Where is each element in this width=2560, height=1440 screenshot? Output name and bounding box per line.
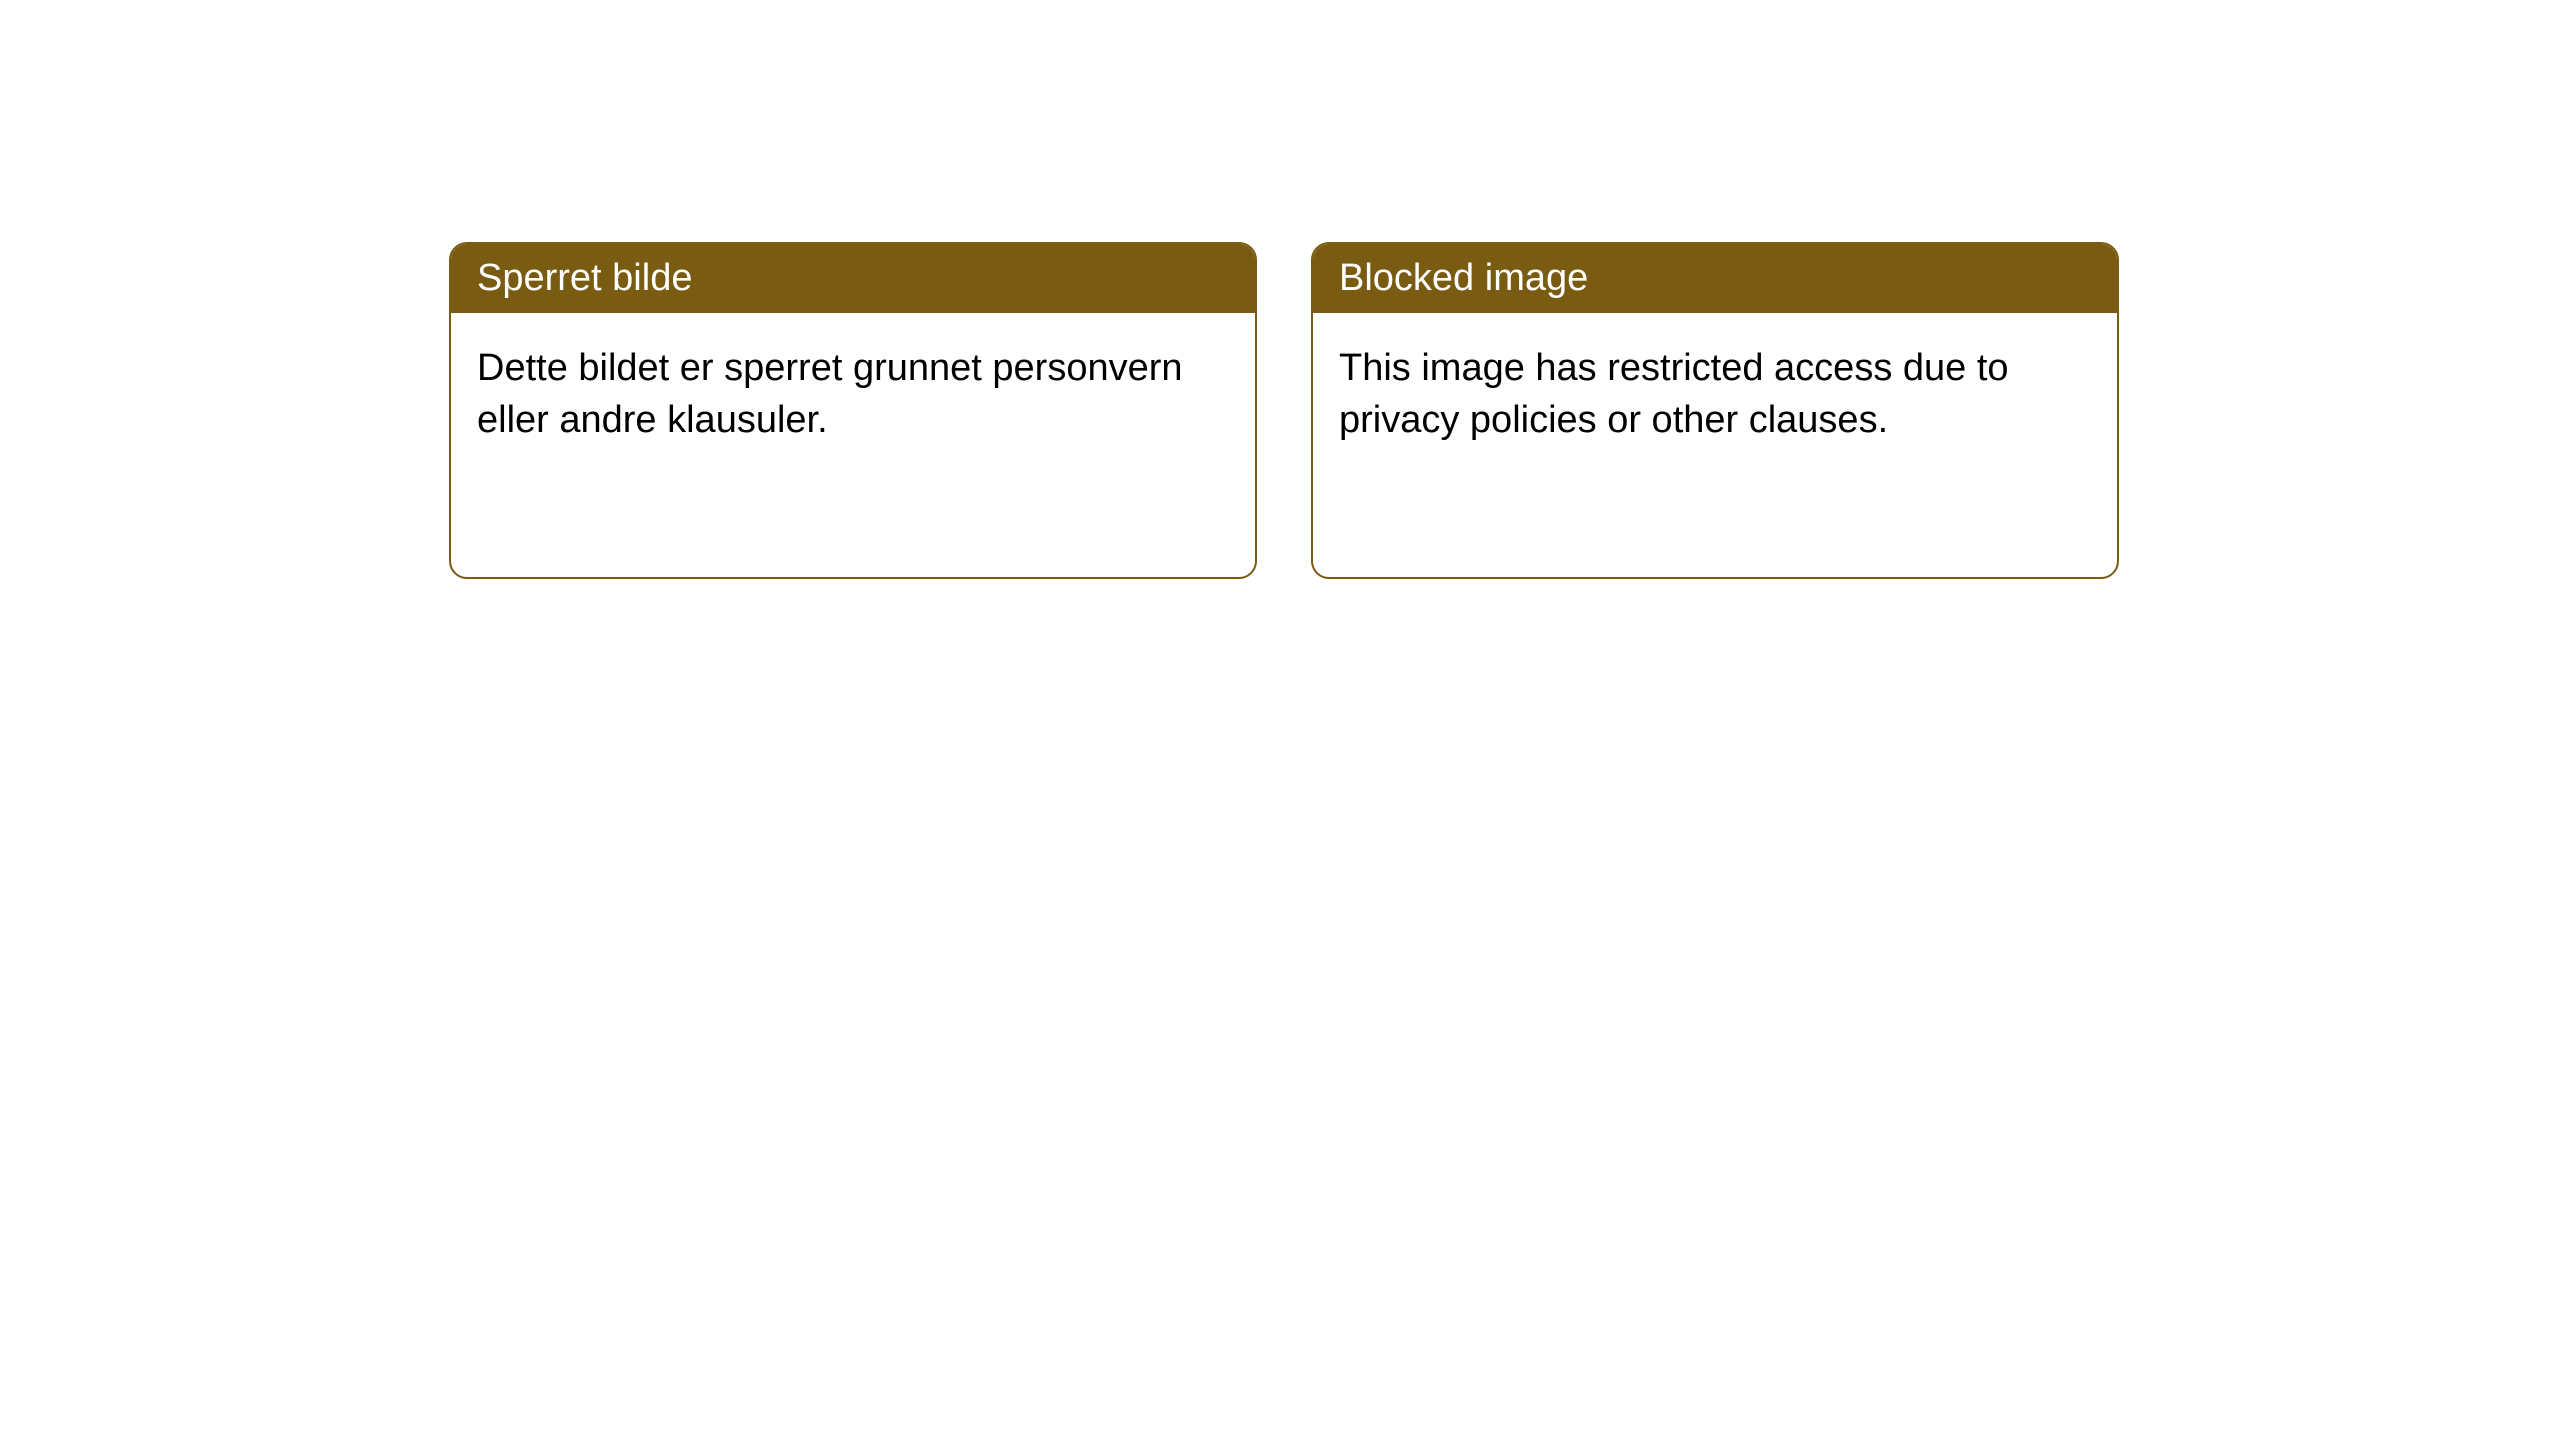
card-body-text: Dette bildet er sperret grunnet personve… <box>477 347 1183 441</box>
card-header: Sperret bilde <box>451 244 1255 313</box>
card-body: Dette bildet er sperret grunnet personve… <box>451 313 1255 476</box>
card-body-text: This image has restricted access due to … <box>1339 347 2009 441</box>
card-title: Sperret bilde <box>477 257 692 299</box>
notice-cards-container: Sperret bilde Dette bildet er sperret gr… <box>449 242 2119 579</box>
card-title: Blocked image <box>1339 257 1588 299</box>
card-body: This image has restricted access due to … <box>1313 313 2117 476</box>
notice-card-norwegian: Sperret bilde Dette bildet er sperret gr… <box>449 242 1257 579</box>
notice-card-english: Blocked image This image has restricted … <box>1311 242 2119 579</box>
card-header: Blocked image <box>1313 244 2117 313</box>
